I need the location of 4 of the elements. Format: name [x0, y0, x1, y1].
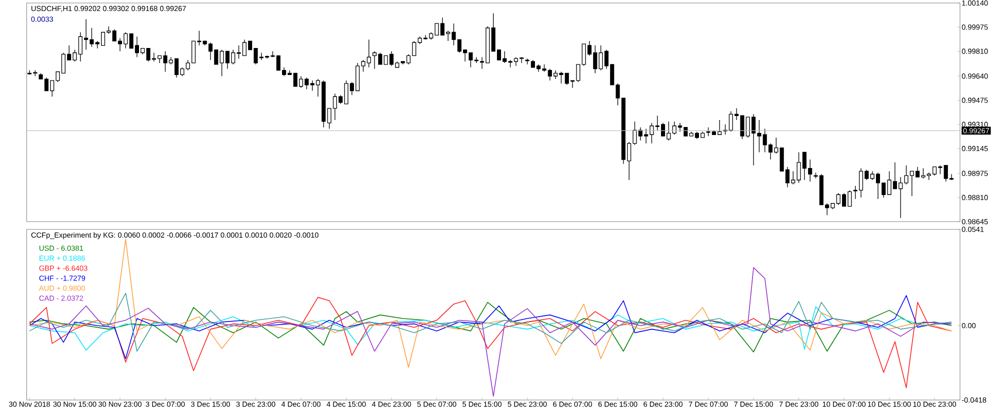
- line-series: [29, 238, 952, 368]
- line-series: [29, 296, 952, 388]
- candlestick: [525, 58, 530, 65]
- candlestick: [474, 56, 478, 64]
